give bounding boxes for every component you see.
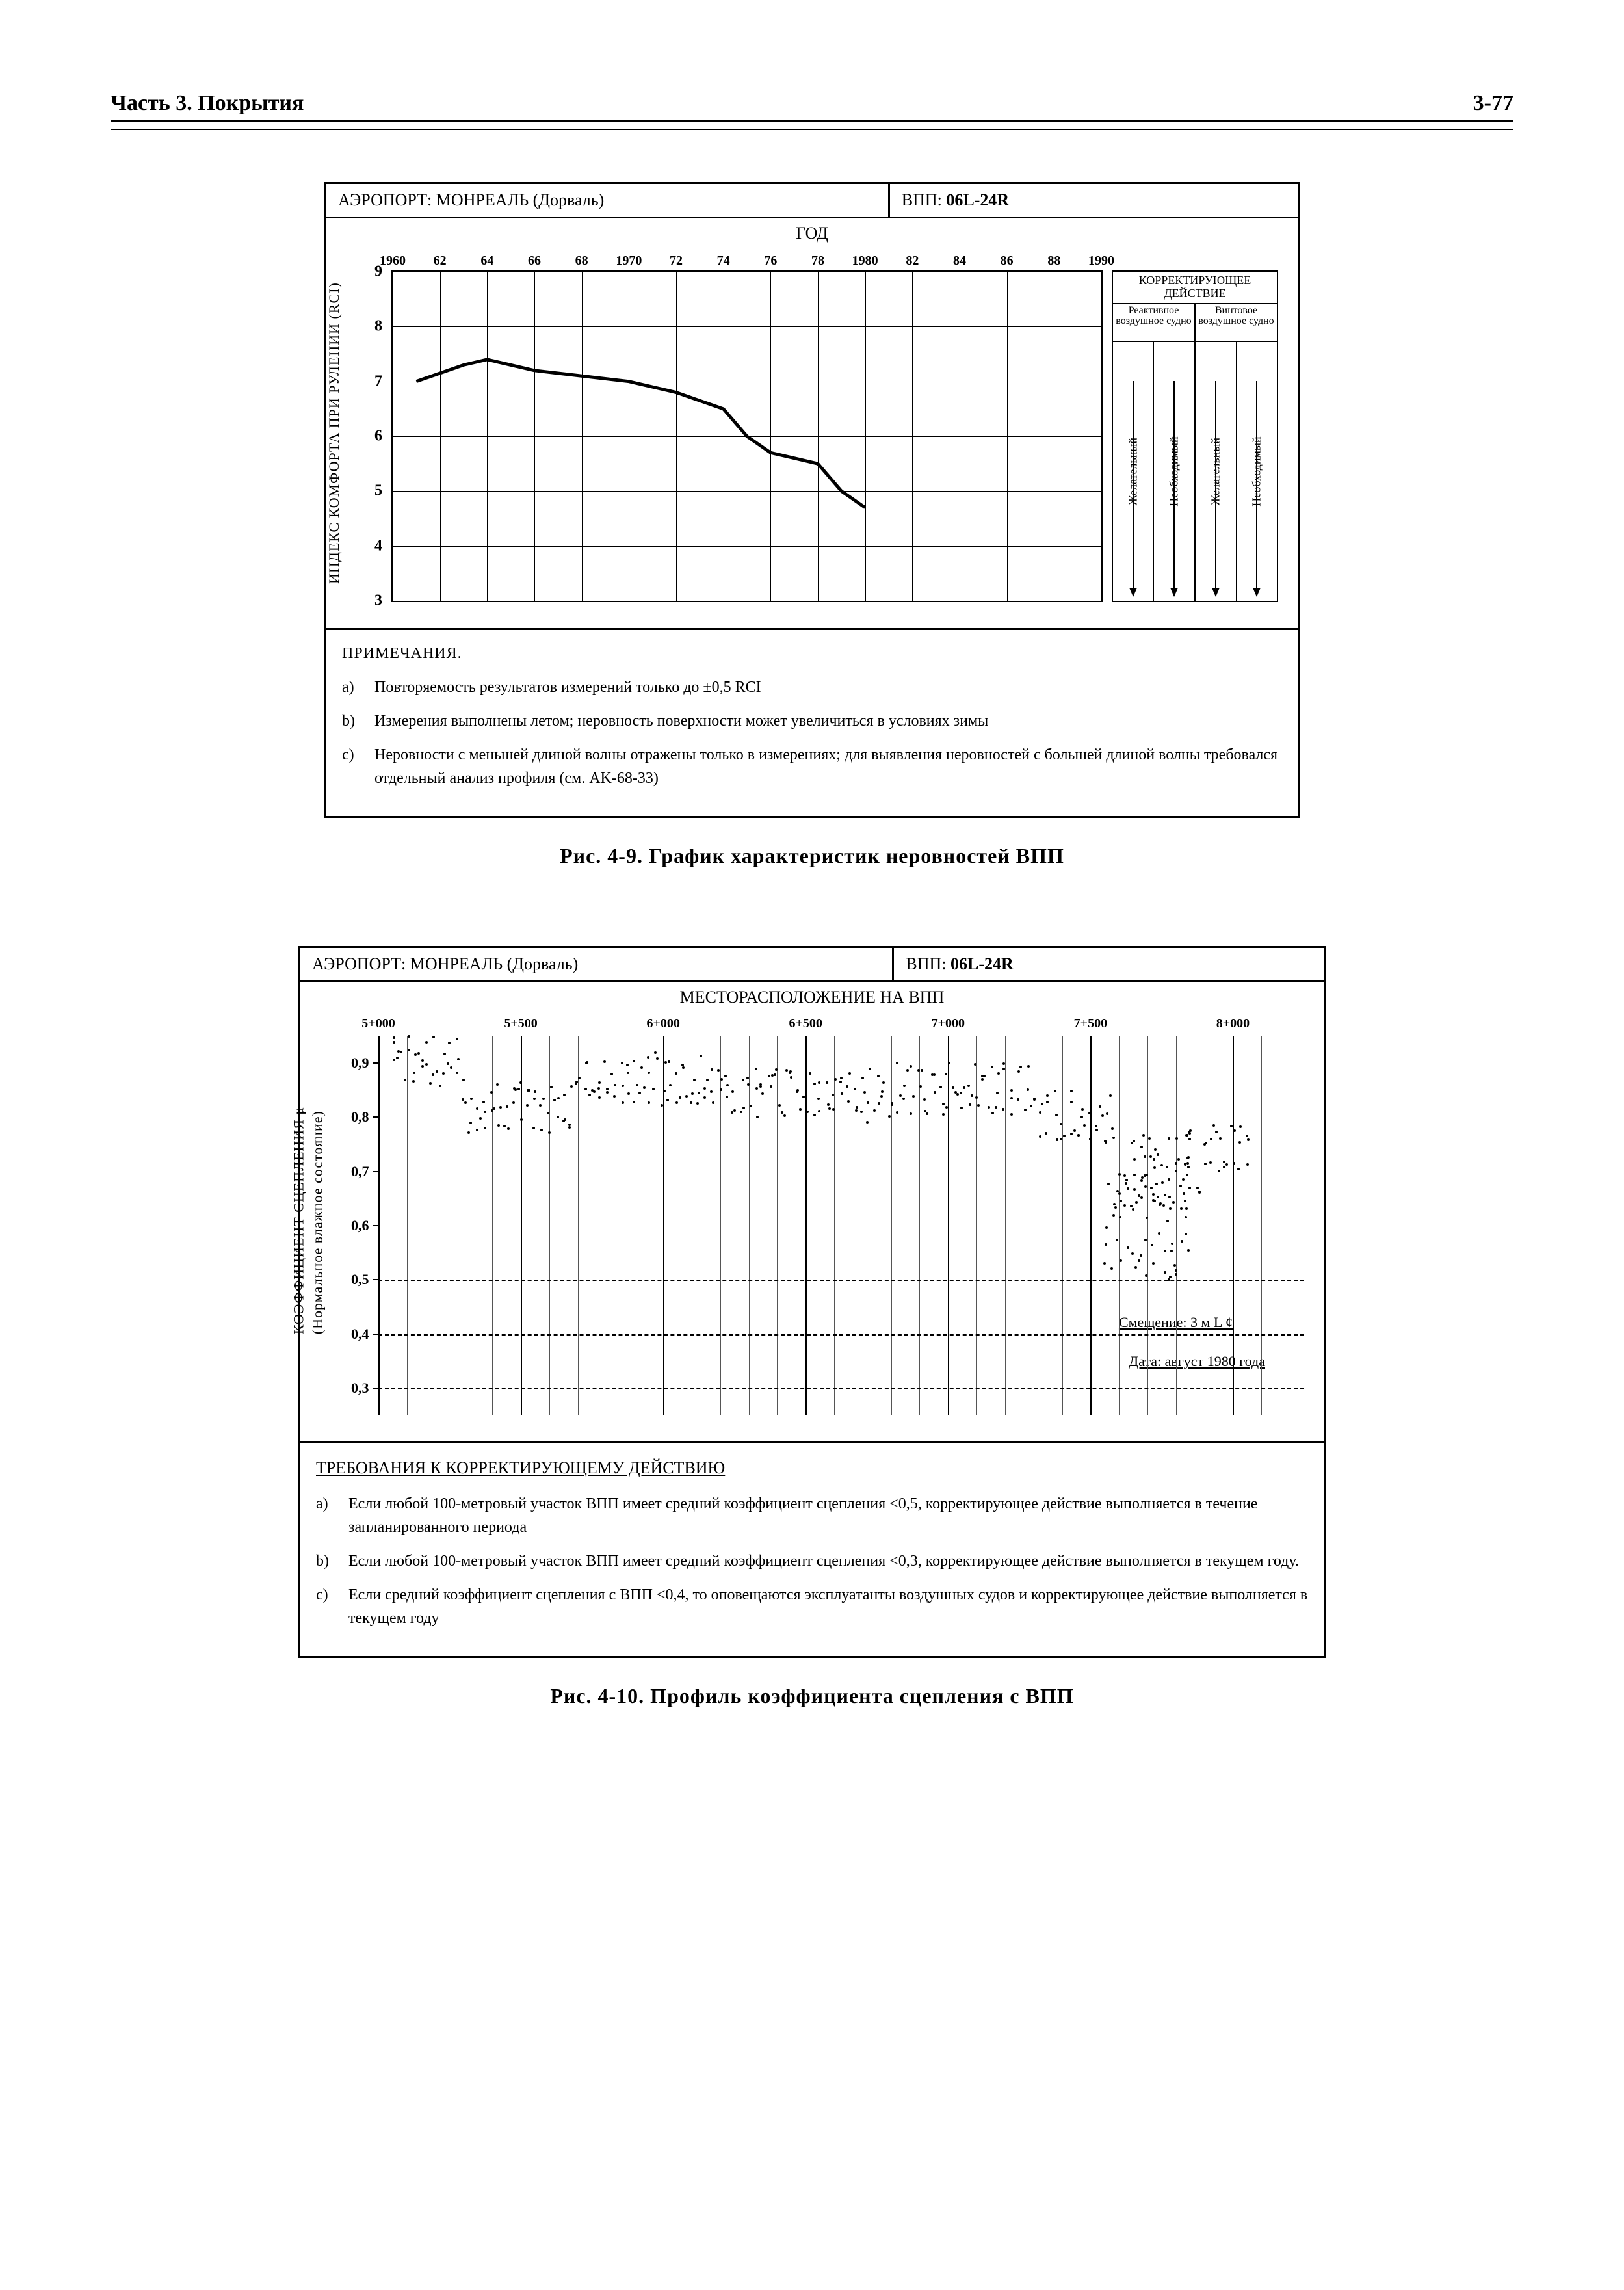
fig1-xtick: 88 [1047, 254, 1060, 269]
fig1-notes: ПРИМЕЧАНИЯ. a)Повторяемость результатов … [326, 628, 1298, 816]
fig1-xtick: 86 [1001, 254, 1014, 269]
fig1-ylabel: ИНДЕКС КОМФОРТА ПРИ РУЛЕНИИ (RCI) [326, 282, 343, 584]
fig1-runway-label: ВПП: [902, 191, 942, 209]
fig2-ytick: 0,4 [351, 1326, 369, 1343]
rp-sub-0-label: Желательный [1127, 438, 1140, 505]
header-rule [111, 129, 1513, 130]
fig1-xtick: 74 [717, 254, 730, 269]
rp-sub-0: Желательный [1113, 342, 1154, 601]
figure-4-9: АЭРОПОРТ: МОНРЕАЛЬ (Дорваль) ВПП: 06L-24… [324, 182, 1300, 818]
fig1-xtick: 68 [575, 254, 588, 269]
fig2-caption: Рис. 4-10. Профиль коэффициента сцеплени… [111, 1684, 1513, 1708]
fig1-ytick: 8 [374, 318, 382, 336]
fig1-header: АЭРОПОРТ: МОНРЕАЛЬ (Дорваль) ВПП: 06L-24… [326, 184, 1298, 218]
fig2-airport-cell: АЭРОПОРТ: МОНРЕАЛЬ (Дорваль) [300, 948, 894, 980]
fig1-chart: ИНДЕКС КОМФОРТА ПРИ РУЛЕНИИ (RCI) 196062… [339, 251, 1285, 615]
fig2-header: АЭРОПОРТ: МОНРЕАЛЬ (Дорваль) ВПП: 06L-24… [300, 948, 1324, 982]
fig1-notes-list: a)Повторяемость результатов измерений то… [342, 676, 1282, 790]
fig2-note-item: a)Если любой 100-метровый участок ВПП им… [316, 1492, 1308, 1539]
fig1-ytick: 6 [374, 428, 382, 445]
fig1-subheader: ГОД [326, 218, 1298, 246]
fig1-xtick: 1980 [852, 254, 878, 269]
fig1-right-panel: КОРРЕКТИРУЮЩЕЕ ДЕЙСТВИЕ Реактивное возду… [1112, 270, 1278, 602]
rp-sub-1: Необходимый [1154, 342, 1194, 601]
rp-sub-3-label: Необходимый [1250, 436, 1264, 506]
fig2-runway-value: 06L-24R [950, 954, 1014, 973]
fig2-annot-date: Дата: август 1980 года [1129, 1353, 1265, 1370]
fig1-ytick: 9 [374, 263, 382, 281]
fig2-airport-value: МОНРЕАЛЬ (Дорваль) [410, 954, 578, 973]
rp-col1: Реактивное воздушное судно Желательный Н… [1113, 304, 1196, 601]
rp-col2: Винтовое воздушное судно Желательный Нео… [1196, 304, 1277, 601]
fig2-ylabel: КОЭФФИЦИЕНТ СЦЕПЛЕНИЯ μ (Нормальное влаж… [289, 1107, 326, 1334]
fig2-ytick: 0,7 [351, 1163, 369, 1180]
fig1-xtick: 84 [953, 254, 966, 269]
fig2-runway-cell: ВПП: 06L-24R [894, 948, 1324, 980]
fig2-ytick: 0,9 [351, 1055, 369, 1072]
fig1-xtick: 64 [480, 254, 493, 269]
fig1-note-item: b)Измерения выполнены летом; неровность … [342, 709, 1282, 733]
fig1-xtick: 1990 [1088, 254, 1114, 269]
fig2-subheader: МЕСТОРАСПОЛОЖЕНИЕ НА ВПП [300, 982, 1324, 1010]
rp-sub-1-label: Необходимый [1168, 436, 1181, 506]
figure-4-10: АЭРОПОРТ: МОНРЕАЛЬ (Дорваль) ВПП: 06L-24… [298, 946, 1326, 1658]
fig2-xtick: 5+000 [361, 1016, 395, 1031]
fig1-plot: 1960626466681970727476781980828486881990… [391, 270, 1103, 602]
fig2-xtick: 6+500 [789, 1016, 822, 1031]
fig2-note-item: c)Если средний коэффициент сцепления с В… [316, 1583, 1308, 1630]
fig1-xtick: 78 [811, 254, 824, 269]
fig1-ytick: 4 [374, 537, 382, 555]
fig1-caption: Рис. 4-9. График характеристик неровност… [111, 844, 1513, 868]
fig1-xtick: 82 [906, 254, 919, 269]
rp-sub-3: Необходимый [1237, 342, 1277, 601]
fig2-airport-label: АЭРОПОРТ: [312, 954, 406, 973]
fig2-ytick: 0,8 [351, 1109, 369, 1125]
rp-top: КОРРЕКТИРУЮЩЕЕ ДЕЙСТВИЕ [1113, 272, 1277, 304]
fig2-notes: ТРЕБОВАНИЯ К КОРРЕКТИРУЮЩЕМУ ДЕЙСТВИЮ a)… [300, 1441, 1324, 1656]
rp-col1-hdr: Реактивное воздушное судно [1113, 304, 1194, 342]
fig1-xtick: 66 [528, 254, 541, 269]
fig1-note-item: a)Повторяемость результатов измерений то… [342, 676, 1282, 699]
fig1-notes-title: ПРИМЕЧАНИЯ. [342, 642, 1282, 665]
rp-sub-2-label: Желательный [1209, 438, 1223, 505]
page-number: 3-77 [1473, 91, 1513, 116]
fig1-xtick: 72 [670, 254, 683, 269]
fig2-xtick: 6+000 [646, 1016, 679, 1031]
fig2-xtick: 7+500 [1074, 1016, 1107, 1031]
fig2-ytick: 0,3 [351, 1380, 369, 1397]
rp-row: Реактивное воздушное судно Желательный Н… [1113, 304, 1277, 601]
fig2-note-item: b)Если любой 100-метровый участок ВПП им… [316, 1549, 1308, 1573]
fig2-xtick: 8+000 [1216, 1016, 1250, 1031]
fig1-xtick: 1970 [616, 254, 642, 269]
fig2-chart: КОЭФФИЦИЕНТ СЦЕПЛЕНИЯ μ (Нормальное влаж… [313, 1012, 1311, 1428]
fig1-xtick: 76 [764, 254, 777, 269]
fig2-ytick: 0,6 [351, 1217, 369, 1234]
fig1-note-item: c)Неровности с меньшей длиной волны отра… [342, 743, 1282, 790]
fig2-notes-list: a)Если любой 100-метровый участок ВПП им… [316, 1492, 1308, 1630]
fig1-airport-value: МОНРЕАЛЬ (Дорваль) [436, 191, 604, 209]
fig2-ytick: 0,5 [351, 1271, 369, 1288]
fig1-xtick: 1960 [380, 254, 406, 269]
fig1-ytick: 3 [374, 592, 382, 610]
fig2-plot: Смещение: 3 м L ¢ Дата: август 1980 года… [378, 1036, 1304, 1415]
rp-col2-hdr: Винтовое воздушное судно [1196, 304, 1277, 342]
section-title: Часть 3. Покрытия [111, 91, 304, 116]
rp-sub-2: Желательный [1196, 342, 1237, 601]
fig1-ytick: 5 [374, 482, 382, 500]
fig2-notes-title: ТРЕБОВАНИЯ К КОРРЕКТИРУЮЩЕМУ ДЕЙСТВИЮ [316, 1455, 1308, 1481]
fig1-airport-cell: АЭРОПОРТ: МОНРЕАЛЬ (Дорваль) [326, 184, 890, 217]
fig1-runway-value: 06L-24R [946, 191, 1009, 209]
fig2-xtick: 5+500 [504, 1016, 537, 1031]
page-header: Часть 3. Покрытия 3-77 [111, 91, 1513, 122]
fig1-airport-label: АЭРОПОРТ: [338, 191, 432, 209]
fig1-runway-cell: ВПП: 06L-24R [890, 184, 1298, 217]
fig2-runway-label: ВПП: [906, 954, 946, 973]
fig2-xtick: 7+000 [932, 1016, 965, 1031]
fig1-xtick: 62 [434, 254, 447, 269]
fig1-ytick: 7 [374, 373, 382, 390]
